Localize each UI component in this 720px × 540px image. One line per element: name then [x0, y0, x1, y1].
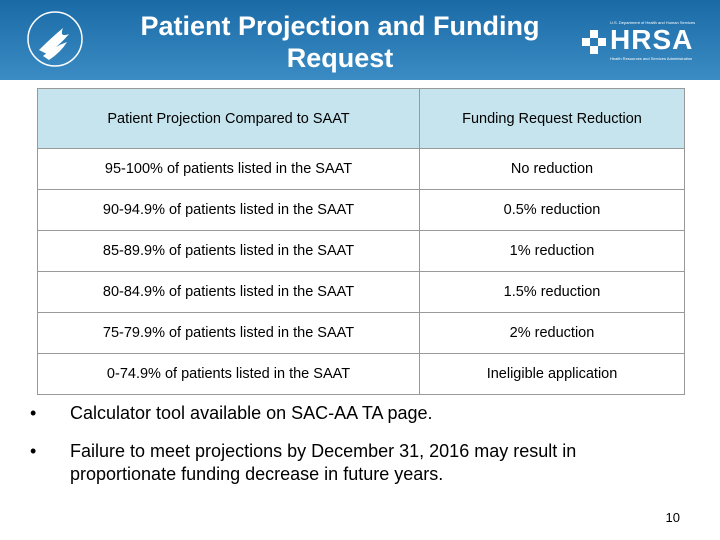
table-body: 95-100% of patients listed in the SAAT No…	[37, 148, 685, 395]
hrsa-icon	[582, 30, 606, 54]
table-cell: 0-74.9% of patients listed in the SAAT	[37, 353, 420, 395]
bullet: Failure to meet projections by December …	[30, 440, 670, 486]
hrsa-logo: U.S. Department of Health and Human Serv…	[580, 20, 710, 65]
table-row: 80-84.9% of patients listed in the SAAT 1…	[37, 271, 685, 313]
column-header: Funding Request Reduction	[419, 88, 685, 149]
logo-line: Health Resources and Services Administra…	[610, 56, 693, 61]
table-cell: 1.5% reduction	[419, 271, 685, 313]
table-row: 85-89.9% of patients listed in the SAAT 1…	[37, 230, 685, 272]
bullet-list: Calculator tool available on SAC-AA TA p…	[30, 402, 670, 501]
hhs-logo	[27, 11, 83, 67]
funding-table: Patient Projection Compared to SAAT Fundi…	[37, 88, 685, 395]
table-cell: 95-100% of patients listed in the SAAT	[37, 148, 420, 190]
table-row: 95-100% of patients listed in the SAAT No…	[37, 148, 685, 190]
logo-text: HRSA	[610, 24, 694, 55]
slide-title: Patient Projection and Funding Request	[140, 11, 540, 73]
header-row: Patient Projection Compared to SAAT Fundi…	[37, 88, 685, 149]
table-cell: 0.5% reduction	[419, 189, 685, 231]
table-row: 90-94.9% of patients listed in the SAAT 0…	[37, 189, 685, 231]
page-number: 10	[665, 510, 680, 525]
table-cell: No reduction	[419, 148, 685, 190]
table-row: 0-74.9% of patients listed in the SAAT In…	[37, 353, 685, 395]
table-cell: 90-94.9% of patients listed in the SAAT	[37, 189, 420, 231]
column-header: Patient Projection Compared to SAAT	[37, 88, 420, 149]
logo-line: U.S. Department of Health and Human Serv…	[610, 20, 696, 25]
table-row: 75-79.9% of patients listed in the SAAT 2…	[37, 312, 685, 354]
bullet: Calculator tool available on SAC-AA TA p…	[30, 402, 670, 425]
table-cell: 85-89.9% of patients listed in the SAAT	[37, 230, 420, 272]
table-cell: Ineligible application	[419, 353, 685, 395]
table-cell: 2% reduction	[419, 312, 685, 354]
table-cell: 75-79.9% of patients listed in the SAAT	[37, 312, 420, 354]
table-cell: 80-84.9% of patients listed in the SAAT	[37, 271, 420, 313]
table-cell: 1% reduction	[419, 230, 685, 272]
